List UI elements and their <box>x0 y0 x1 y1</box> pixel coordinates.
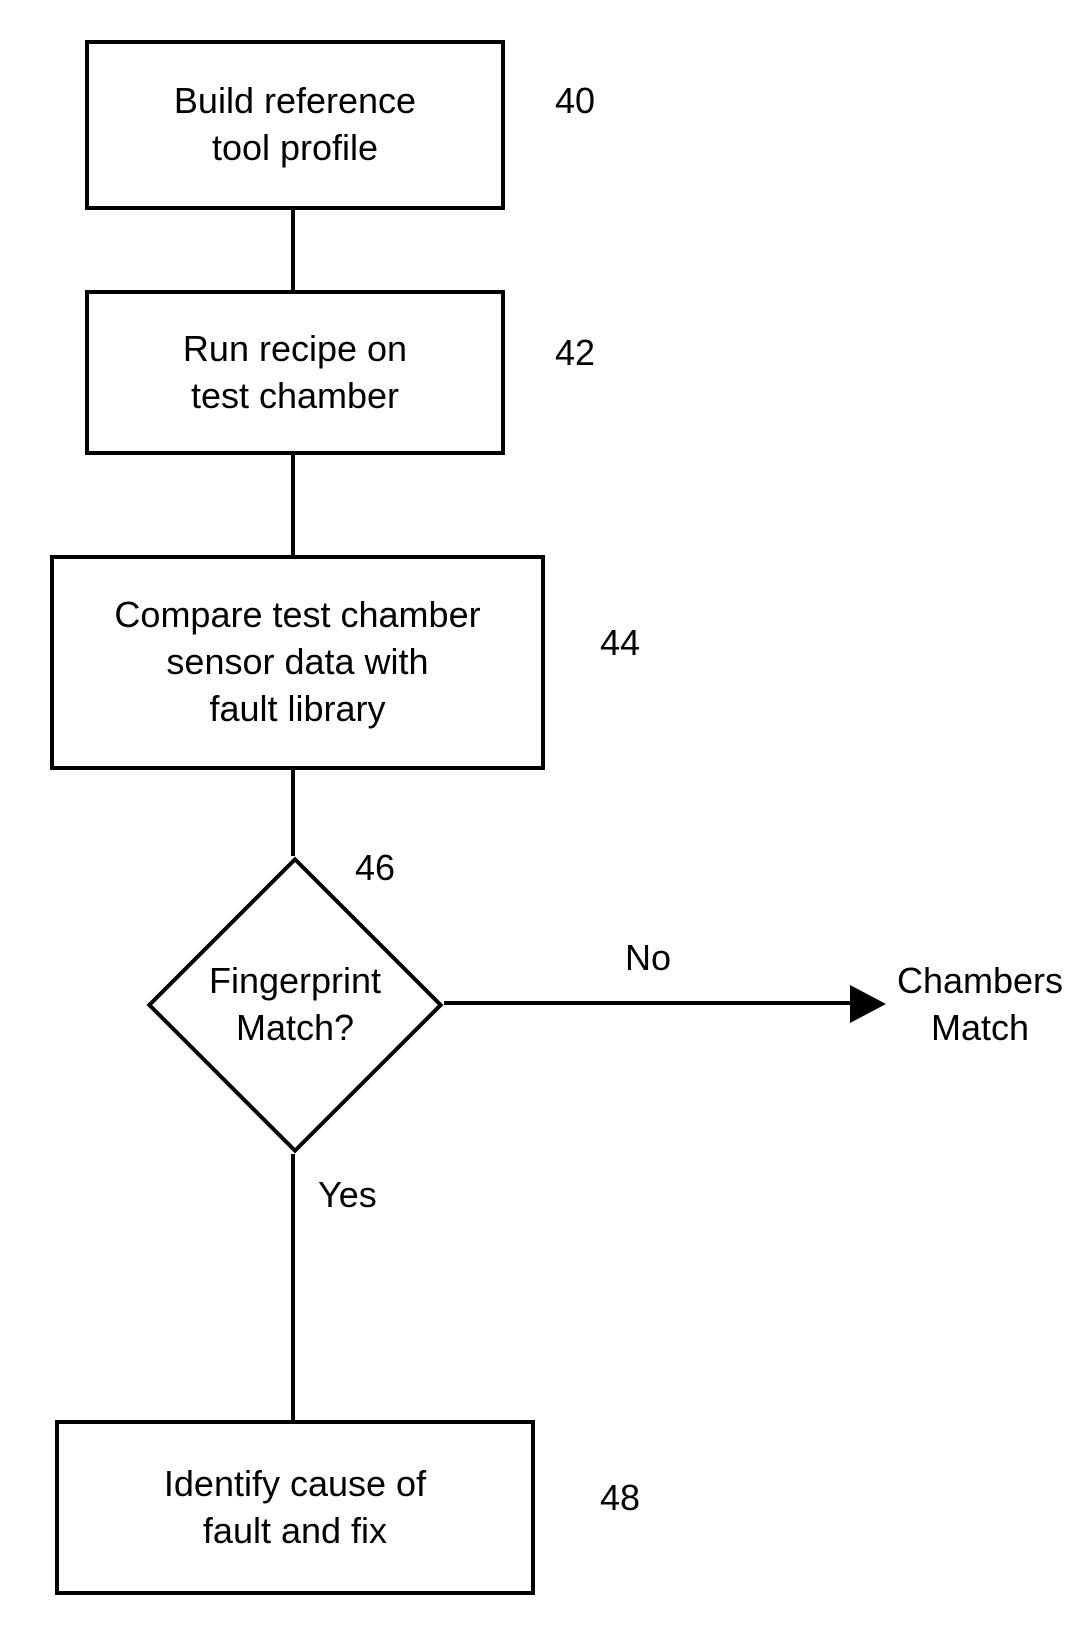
node-label-46: 46 <box>355 845 395 892</box>
node-text: Build referencetool profile <box>174 78 416 172</box>
result-line1: Chambers <box>897 960 1063 1001</box>
edge-42-44 <box>291 455 295 555</box>
node-text: FingerprintMatch? <box>209 958 381 1052</box>
result-line2: Match <box>931 1007 1029 1048</box>
node-fingerprint-match-text: FingerprintMatch? <box>145 905 445 1105</box>
flowchart-canvas: Build referencetool profile 40 Run recip… <box>0 0 1087 1638</box>
edge-yes <box>291 1154 295 1420</box>
node-text: Compare test chambersensor data withfaul… <box>114 592 480 732</box>
edge-label-no: No <box>625 935 671 982</box>
node-label-44: 44 <box>600 620 640 667</box>
node-build-reference: Build referencetool profile <box>85 40 505 210</box>
node-label-48: 48 <box>600 1475 640 1522</box>
node-text: Identify cause offault and fix <box>164 1461 426 1555</box>
edge-no <box>444 1001 850 1005</box>
result-chambers-match: Chambers Match <box>880 958 1080 1052</box>
edge-44-46 <box>291 770 295 856</box>
node-label-42: 42 <box>555 330 595 377</box>
node-identify-fault: Identify cause offault and fix <box>55 1420 535 1595</box>
edge-40-42 <box>291 210 295 290</box>
node-label-40: 40 <box>555 78 595 125</box>
node-compare-data: Compare test chambersensor data withfaul… <box>50 555 545 770</box>
node-text: Run recipe ontest chamber <box>183 326 407 420</box>
node-run-recipe: Run recipe ontest chamber <box>85 290 505 455</box>
edge-label-yes: Yes <box>318 1172 377 1219</box>
